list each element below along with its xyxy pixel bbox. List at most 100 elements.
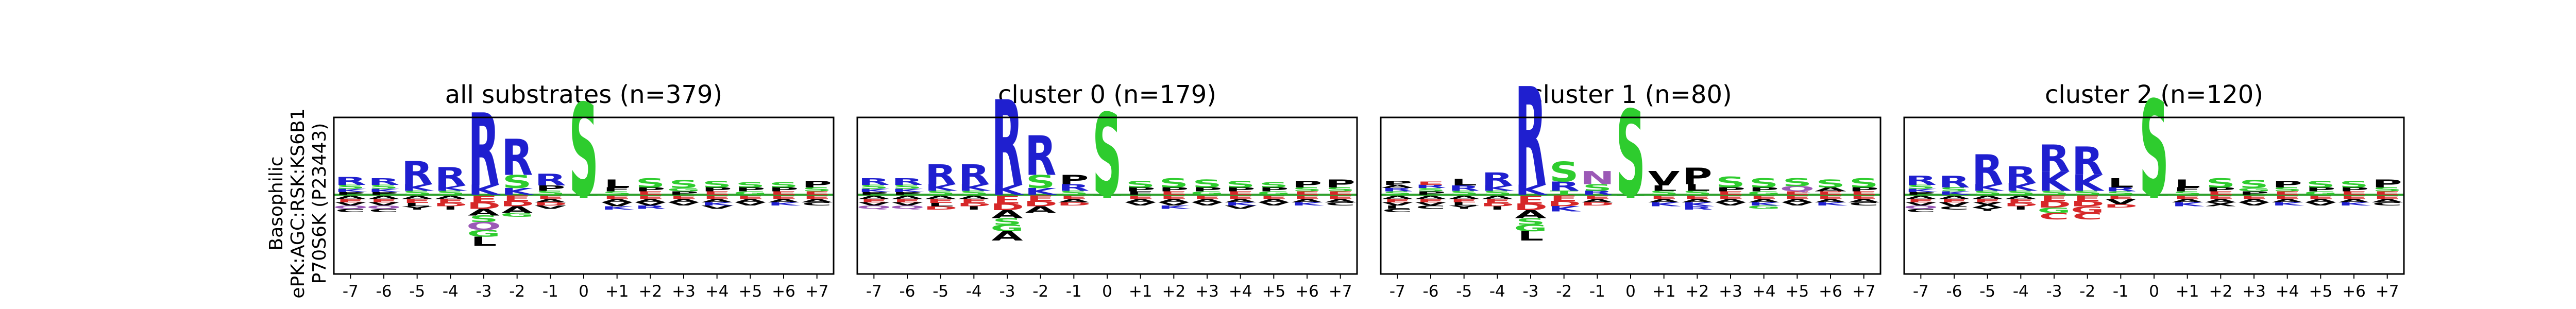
- logo-letter-R: R: [1448, 184, 1480, 193]
- logo-letter-V: V: [1715, 201, 1747, 207]
- logo-letter-V: V: [1905, 201, 1937, 207]
- logo-letter-A: A: [1025, 204, 1057, 215]
- logo-letter-R: R: [435, 162, 466, 192]
- logo-letter-A: A: [1382, 195, 1414, 200]
- logo-letter-P: P: [1159, 186, 1189, 193]
- logo-letter-E: E: [2274, 191, 2301, 196]
- logo-letter-S: S: [2273, 186, 2302, 193]
- ylabel-line-3: P70S6K (P23443): [309, 123, 330, 284]
- logo-letter-D: D: [1480, 202, 1514, 208]
- logo-letter-G: G: [1747, 205, 1781, 210]
- logo-letter-C: C: [2073, 211, 2103, 221]
- logo-letter-A: A: [2272, 198, 2303, 203]
- logo-letter-V: V: [635, 201, 667, 207]
- panel-frame: [1903, 116, 2405, 275]
- logo-letter-G: G: [990, 223, 1024, 233]
- logo-letter-S: S: [336, 184, 365, 190]
- logo-letter-A: A: [335, 195, 367, 200]
- x-tick-label: +5: [738, 282, 762, 301]
- logo-letter-G: G: [1257, 191, 1291, 196]
- x-tick-label: -3: [2046, 282, 2062, 301]
- logo-letter-L: L: [1651, 184, 1677, 193]
- logo-letter-K: K: [1748, 201, 1782, 207]
- x-tick-label: -1: [1066, 282, 1082, 301]
- logo-letter-A: A: [2005, 195, 2037, 200]
- logo-letter-S: S: [736, 181, 765, 189]
- x-tick-label: +1: [2176, 282, 2199, 301]
- x-tick-label: +4: [705, 282, 729, 301]
- x-tick-label: -6: [376, 282, 392, 301]
- logo-letter-S: S: [369, 184, 398, 190]
- logo-letter-A: A: [1258, 198, 1290, 203]
- logo-letter-I: I: [1490, 205, 1505, 211]
- x-tick-label: +3: [1195, 282, 1219, 301]
- x-tick-label: +1: [605, 282, 629, 301]
- logo-letter-P: P: [892, 192, 922, 196]
- logo-letter-K: K: [1025, 186, 1058, 197]
- logo-letter-T: T: [1093, 195, 1122, 198]
- logo-letter-C: C: [1906, 208, 1936, 213]
- logo-letter-S: S: [2039, 190, 2069, 196]
- logo-letter-V: V: [601, 201, 633, 208]
- logo-letter-R: R: [925, 159, 956, 191]
- logo-letter-E: E: [1127, 195, 1155, 200]
- logo-letter-E: E: [1783, 195, 1811, 200]
- logo-letter-S: S: [669, 178, 698, 191]
- logo-letter-S: S: [2073, 190, 2102, 196]
- x-tick-label: +1: [1129, 282, 1153, 301]
- logo-letter-Y: Y: [1448, 205, 1479, 210]
- logo-letter-R: R: [401, 154, 433, 192]
- logo-letter-S: S: [1259, 181, 1289, 189]
- logo-letter-K: K: [1938, 191, 1972, 196]
- logo-letter-Q: Q: [857, 205, 892, 210]
- logo-letter-Q: Q: [333, 205, 368, 210]
- logo-letter-P: P: [859, 192, 889, 196]
- logo-letter-A: A: [468, 207, 500, 217]
- logo-letter-Y: Y: [401, 205, 432, 211]
- logo-letter-L: L: [2174, 177, 2200, 190]
- logo-letter-T: T: [1550, 190, 1579, 196]
- logo-letter-E: E: [1817, 195, 1844, 200]
- logo-letter-D: D: [1057, 201, 1091, 207]
- logo-letter-V: V: [891, 201, 923, 207]
- logo-letter-A: A: [1905, 195, 1937, 200]
- x-tick-label: +3: [1719, 282, 1742, 301]
- logo-letter-E: E: [736, 195, 764, 200]
- logo-letter-D: D: [2004, 202, 2038, 208]
- logo-letter-E: E: [1227, 191, 1255, 196]
- logo-letter-E: E: [2274, 195, 2301, 200]
- logo-letter-K: K: [1548, 205, 1581, 213]
- logo-letter-E: E: [1027, 194, 1055, 202]
- logo-letter-E: E: [336, 198, 364, 203]
- logo-letter-E: E: [1417, 181, 1445, 186]
- x-tick-label: 0: [579, 282, 589, 301]
- logo-letter-D: D: [1024, 200, 1058, 208]
- logo-letter-V: V: [335, 201, 367, 207]
- logo-letter-K: K: [1291, 201, 1325, 207]
- logo-letter-A: A: [1938, 195, 1970, 200]
- logo-letter-K: K: [1482, 184, 1515, 193]
- logo-letter-K: K: [335, 188, 368, 193]
- logo-letter-S: S: [1849, 176, 1878, 191]
- logo-letter-E: E: [1450, 198, 1478, 203]
- logo-letter-L: L: [927, 202, 954, 208]
- logo-letter-R: R: [1415, 184, 1446, 189]
- logo-letter-A: A: [2305, 198, 2337, 203]
- logo-letter-K: K: [368, 188, 401, 193]
- x-tick-label: +1: [1652, 282, 1676, 301]
- logo-letter-S: S: [436, 190, 465, 196]
